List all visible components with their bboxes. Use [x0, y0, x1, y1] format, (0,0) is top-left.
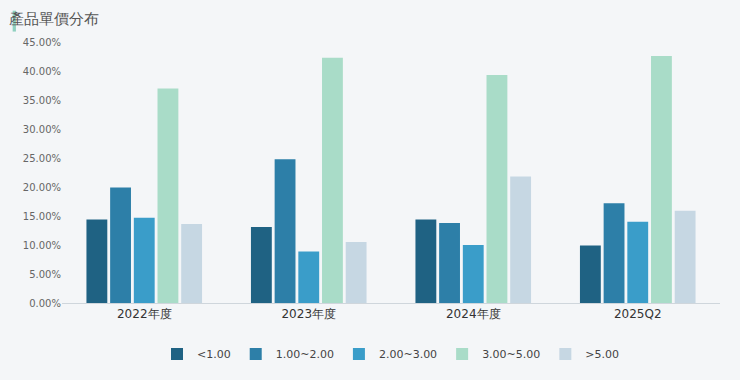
svg-text:5.00%: 5.00% — [29, 269, 61, 280]
svg-text:2025Q2: 2025Q2 — [614, 307, 662, 321]
svg-text:10.00%: 10.00% — [23, 240, 61, 251]
svg-text:2023年度: 2023年度 — [281, 307, 336, 321]
svg-text:1.00~2.00: 1.00~2.00 — [276, 348, 334, 361]
svg-text:35.00%: 35.00% — [23, 95, 61, 106]
svg-text:<1.00: <1.00 — [197, 348, 231, 361]
svg-text:20.00%: 20.00% — [23, 182, 61, 193]
svg-text:25.00%: 25.00% — [23, 153, 61, 164]
svg-text:3.00~5.00: 3.00~5.00 — [482, 348, 540, 361]
svg-text:45.00%: 45.00% — [23, 37, 61, 48]
svg-text:產品單價分布: 產品單價分布 — [9, 10, 99, 28]
svg-text:>5.00: >5.00 — [585, 348, 619, 361]
svg-text:2022年度: 2022年度 — [117, 307, 172, 321]
svg-text:2024年度: 2024年度 — [446, 307, 501, 321]
svg-text:0.00%: 0.00% — [29, 298, 61, 309]
svg-text:30.00%: 30.00% — [23, 124, 61, 135]
svg-text:40.00%: 40.00% — [23, 66, 61, 77]
svg-text:2.00~3.00: 2.00~3.00 — [379, 348, 437, 361]
svg-text:15.00%: 15.00% — [23, 211, 61, 222]
